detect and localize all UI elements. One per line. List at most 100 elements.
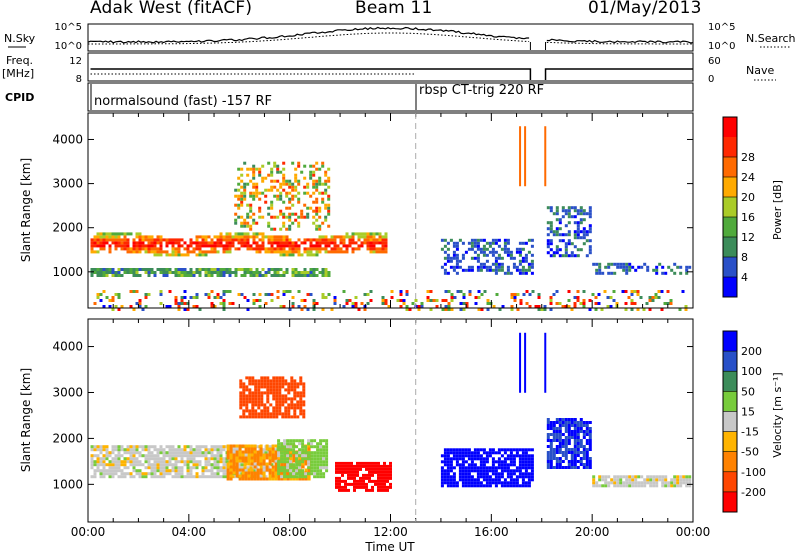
echo-cell <box>465 305 469 308</box>
echo-cell <box>458 478 462 482</box>
echo-cell <box>506 472 510 476</box>
echo-cell <box>506 481 510 485</box>
echo-cell <box>558 433 562 436</box>
echo-cell <box>518 250 522 254</box>
echo-cell <box>99 244 103 248</box>
echo-cell <box>268 459 272 463</box>
echo-cell <box>302 385 306 389</box>
echo-cell <box>105 448 109 452</box>
echo-cell <box>327 293 331 296</box>
echo-cell <box>446 241 450 245</box>
echo-cell <box>399 305 403 308</box>
echo-cell <box>555 460 559 463</box>
echo-cell <box>186 466 190 470</box>
echo-cell <box>282 221 286 225</box>
echo-cell <box>174 448 178 452</box>
echo-cell <box>117 232 121 236</box>
echo-cell <box>621 290 625 293</box>
echo-cell <box>93 235 97 239</box>
echo-cell <box>570 206 574 210</box>
echo-cell <box>219 271 223 274</box>
echo-cell <box>204 268 208 271</box>
echo-cell <box>494 481 498 485</box>
echo-cell <box>327 224 331 228</box>
echo-cell <box>348 241 352 245</box>
echo-cell <box>229 477 233 481</box>
echo-cell <box>141 448 145 452</box>
echo-cell <box>282 215 286 219</box>
echo-cell <box>316 466 320 470</box>
echo-cell <box>380 482 383 486</box>
echo-cell <box>285 290 289 293</box>
echo-cell <box>108 268 112 271</box>
echo-cell <box>637 484 641 488</box>
echo-cell <box>243 185 247 189</box>
echo-cell <box>267 235 271 239</box>
echo-cell <box>294 179 298 183</box>
echo-cell <box>251 403 255 407</box>
echo-cell <box>195 253 199 257</box>
echo-cell <box>251 394 255 398</box>
echo-cell <box>510 308 514 311</box>
echo-cell <box>198 241 202 245</box>
echo-cell <box>168 305 172 308</box>
echo-streak <box>524 332 527 393</box>
echo-cell <box>281 376 285 380</box>
echo-cell <box>99 457 103 461</box>
echo-cell <box>283 451 287 455</box>
echo-cell <box>310 451 314 455</box>
echo-cell <box>252 173 256 177</box>
echo-cell <box>162 469 166 473</box>
echo-cell <box>259 468 263 472</box>
echo-cell <box>482 244 486 248</box>
echo-cell <box>503 448 507 452</box>
echo-cell <box>310 439 314 443</box>
echo-cell <box>627 296 631 299</box>
echo-cell <box>622 265 626 269</box>
echo-cell <box>357 244 361 248</box>
echo-cell <box>491 451 495 455</box>
echo-cell <box>234 212 238 216</box>
echo-cell <box>588 448 592 451</box>
echo-cell <box>201 454 205 458</box>
echo-cell <box>512 478 516 482</box>
echo-cell <box>549 466 553 469</box>
echo-cell <box>259 471 263 475</box>
echo-cell <box>335 485 338 489</box>
echo-cell <box>180 238 184 242</box>
echo-cell <box>527 466 531 470</box>
echo-cell <box>147 457 151 461</box>
echo-cell <box>310 463 314 467</box>
echo-cell <box>237 235 241 239</box>
echo-cell <box>319 445 323 449</box>
echo-cell <box>274 471 278 475</box>
echo-cell <box>573 230 577 234</box>
echo-cell <box>189 451 193 455</box>
echo-cell <box>567 436 571 439</box>
echo-cell <box>405 290 409 293</box>
echo-cell <box>515 475 519 479</box>
echo-cell <box>301 448 305 452</box>
echo-cell <box>177 274 181 277</box>
echo-cell <box>473 481 477 485</box>
echo-cell <box>443 463 447 467</box>
echo-cell <box>129 305 133 308</box>
echo-cell <box>272 385 276 389</box>
echo-cell <box>359 464 362 468</box>
echo-cell <box>380 467 383 471</box>
echo-cell <box>99 241 103 245</box>
echo-cell <box>204 448 208 452</box>
echo-cell <box>207 274 211 277</box>
echo-cell <box>295 439 299 443</box>
echo-cell <box>111 469 115 473</box>
echo-cell <box>135 250 139 254</box>
echo-cell <box>661 484 665 488</box>
echo-cell <box>443 448 447 452</box>
echo-cell <box>248 388 252 392</box>
echo-cell <box>443 454 447 458</box>
echo-cell <box>117 463 121 467</box>
echo-cell <box>534 305 538 308</box>
echo-cell <box>666 302 670 305</box>
echo-cell <box>252 235 256 239</box>
